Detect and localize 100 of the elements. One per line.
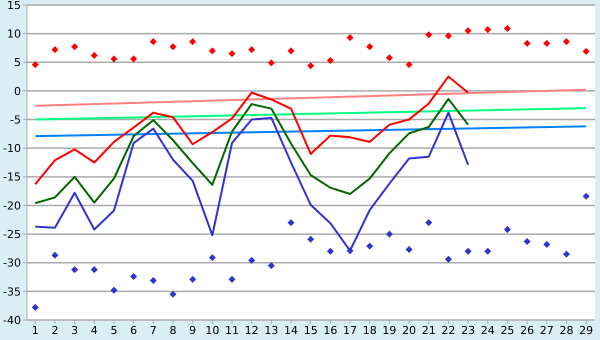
point	[71, 266, 78, 274]
x-tick-label: 24	[480, 324, 495, 337]
point	[386, 230, 393, 238]
point	[582, 48, 590, 55]
point	[307, 62, 314, 70]
point	[543, 240, 550, 248]
x-tick-label: 16	[323, 324, 338, 337]
point	[189, 276, 196, 283]
x-tick-label: 15	[304, 324, 318, 337]
point	[484, 26, 492, 34]
point	[130, 55, 138, 62]
point	[406, 61, 413, 68]
point	[150, 38, 157, 46]
y-tick-label: -20	[3, 199, 21, 212]
point	[425, 219, 432, 226]
point	[464, 248, 472, 255]
point	[386, 54, 393, 62]
line-series	[34, 98, 470, 204]
x-tick-label: 26	[520, 324, 534, 337]
point	[90, 52, 98, 59]
point	[326, 248, 334, 255]
y-tick-label: -10	[3, 142, 21, 156]
x-tick-label: 12	[244, 324, 259, 337]
point	[307, 236, 314, 243]
x-tick-label: 6	[130, 324, 138, 337]
point	[425, 31, 432, 38]
point	[51, 252, 58, 259]
x-tick-label: 2	[51, 324, 58, 337]
x-tick-label: 27	[540, 324, 554, 337]
point	[346, 34, 354, 42]
y-tick-label: -25	[3, 228, 21, 241]
point	[346, 247, 354, 254]
point	[208, 254, 216, 262]
point	[504, 24, 511, 32]
point	[169, 290, 176, 298]
x-tick-label: 18	[362, 324, 377, 337]
point	[268, 59, 275, 66]
x-tick-label: 17	[343, 324, 358, 337]
point	[484, 248, 492, 255]
point	[189, 38, 196, 46]
point	[208, 47, 216, 54]
y-tick-label: -5	[10, 113, 21, 126]
x-tick-label: 23	[461, 324, 476, 337]
line-series	[34, 76, 470, 186]
point	[110, 286, 118, 294]
point	[326, 57, 334, 64]
point	[228, 276, 236, 283]
x-tick-label: 7	[150, 324, 157, 337]
x-tick-label: 22	[441, 324, 456, 337]
x-tick-label: 13	[264, 324, 278, 337]
x-tick-label: 8	[169, 324, 176, 337]
point	[543, 40, 550, 47]
y-tick-label: 10	[7, 28, 21, 41]
point	[444, 32, 452, 40]
x-tick-label: 11	[225, 324, 240, 337]
point	[366, 43, 374, 50]
point	[51, 46, 58, 54]
y-tick-label: 5	[14, 56, 21, 70]
point	[150, 276, 157, 284]
point	[228, 50, 236, 58]
point	[288, 47, 295, 54]
point	[248, 256, 256, 264]
y-tick-label: -30	[3, 256, 21, 270]
x-tick-label: 14	[284, 324, 298, 337]
point	[524, 238, 531, 246]
point	[406, 246, 413, 254]
point	[130, 272, 138, 280]
point	[248, 46, 256, 54]
point	[288, 219, 295, 226]
y-tick-label: -35	[3, 285, 21, 298]
x-tick-label: 20	[402, 324, 416, 337]
x-tick-label: 9	[189, 324, 196, 337]
point	[268, 262, 275, 270]
point	[464, 27, 472, 34]
y-tick-label: 0	[14, 84, 21, 98]
y-tick-label: -15	[3, 170, 21, 184]
point	[504, 226, 511, 234]
x-tick-label: 4	[90, 324, 98, 337]
point	[366, 242, 374, 250]
point	[524, 40, 531, 47]
x-tick-label: 1	[32, 324, 39, 337]
point	[71, 43, 78, 50]
point	[562, 38, 570, 46]
x-tick-label: 21	[422, 324, 436, 337]
x-tick-label: 19	[382, 324, 396, 337]
point	[110, 55, 118, 62]
point	[582, 192, 590, 200]
point	[32, 61, 39, 68]
x-tick-label: 29	[579, 324, 594, 337]
point	[444, 256, 452, 263]
point	[32, 304, 39, 311]
y-tick-label: 15	[7, 0, 21, 12]
point	[90, 266, 98, 274]
x-tick-label: 10	[205, 324, 220, 337]
point	[562, 250, 570, 258]
x-tick-label: 5	[110, 324, 118, 337]
x-tick-label: 3	[71, 324, 78, 337]
x-tick-label: 25	[500, 324, 514, 337]
x-tick-label: 28	[559, 324, 574, 337]
y-tick-label: -40	[3, 314, 21, 327]
